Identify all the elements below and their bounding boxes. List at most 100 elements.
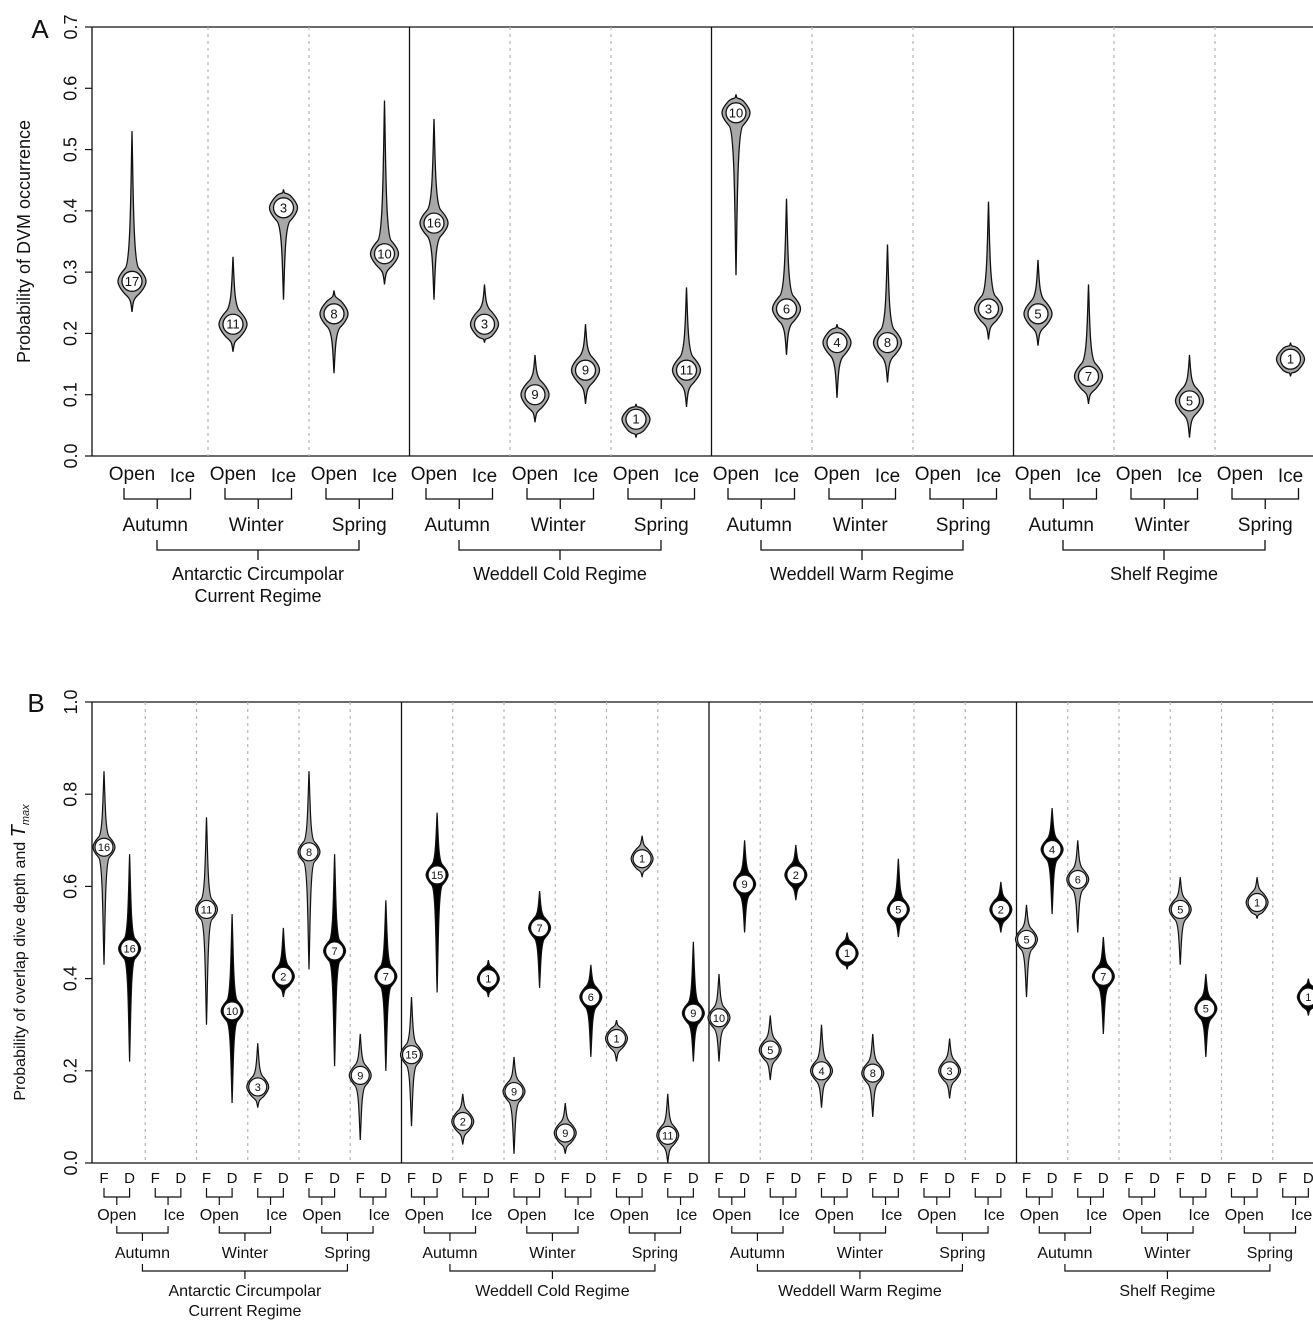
regime-label: Shelf Regime [1110, 564, 1218, 584]
sample-size-label: 3 [280, 200, 287, 215]
subgroup-bracket [154, 1188, 182, 1205]
y-tick-label: 0.8 [61, 782, 81, 807]
subgroup-bracket [205, 1188, 233, 1205]
median-marker [529, 918, 550, 938]
median-marker [977, 298, 1000, 320]
sample-size-label: 10 [713, 1013, 725, 1025]
violin [1040, 807, 1064, 915]
subgroup-label-d: D [1149, 1170, 1160, 1187]
subgroup-label-f: F [1124, 1170, 1133, 1187]
habitat-label-open: Open [507, 1207, 546, 1224]
sample-size-label: 10 [729, 105, 743, 120]
sample-size-label: 5 [1186, 393, 1193, 408]
sample-size-label: 3 [985, 301, 992, 316]
median-marker [1196, 998, 1216, 1019]
season-bracket [156, 540, 360, 560]
median-marker [1178, 390, 1201, 412]
median-marker [524, 384, 546, 406]
season-label: Spring [632, 1245, 678, 1262]
subgroup-bracket [1282, 1188, 1309, 1205]
median-marker [427, 865, 447, 885]
subgroup-label-d: D [1200, 1170, 1211, 1187]
habitat-label-open: Open [610, 1207, 649, 1224]
habitat-label-ice: Ice [472, 466, 497, 487]
sample-size-label: 5 [1177, 904, 1183, 916]
median-marker [323, 303, 345, 325]
subgroup-bracket [974, 1188, 1002, 1205]
habitat-label-ice: Ice [1188, 1207, 1209, 1224]
median-marker [625, 408, 647, 430]
subgroup-label-f: F [304, 1170, 313, 1187]
sample-size-label: 5 [1023, 934, 1029, 946]
habitat-label-open: Open [712, 1207, 751, 1224]
violin [319, 290, 349, 374]
subgroup-label-f: F [1227, 1170, 1236, 1187]
habitat-bracket [828, 488, 897, 509]
median-marker [473, 313, 496, 335]
y-tick-label: 0.6 [61, 874, 81, 899]
sample-size-label: 4 [833, 335, 840, 350]
habitat-bracket [627, 488, 696, 509]
y-tick-label: 0.0 [61, 1150, 81, 1175]
sample-size-label: 5 [1203, 1004, 1209, 1016]
y-tick-label: 1.0 [61, 689, 81, 714]
habitat-label-open: Open [411, 464, 457, 485]
subgroup-label-f: F [1278, 1170, 1287, 1187]
sample-size-label: 6 [1075, 874, 1081, 886]
subgroup-label-d: D [637, 1170, 648, 1187]
violin [502, 1056, 526, 1154]
subgroup-label-d: D [1303, 1170, 1313, 1187]
habitat-label-open: Open [1020, 1207, 1059, 1224]
habitat-label-open: Open [917, 1207, 956, 1224]
habitat-label-open: Open [1122, 1207, 1161, 1224]
subgroup-label-f: F [714, 1170, 723, 1187]
habitat-label-ice: Ice [573, 466, 598, 487]
regime-label: Weddell Warm Regime [778, 1283, 942, 1300]
habitat-label-open: Open [210, 464, 256, 485]
sample-size-label: 9 [511, 1087, 517, 1099]
median-marker [725, 102, 747, 124]
sample-size-label: 2 [280, 971, 286, 983]
habitat-bracket [325, 488, 394, 509]
habitat-label-ice: Ice [1076, 466, 1101, 487]
season-bracket [141, 1264, 349, 1279]
violin [297, 771, 321, 970]
sample-size-label: 8 [884, 335, 891, 350]
season-label: Autumn [1037, 1245, 1092, 1262]
median-marker [401, 1045, 422, 1065]
y-tick-label: 0.1 [61, 382, 81, 407]
sample-size-label: 5 [895, 904, 901, 916]
median-marker [683, 1003, 703, 1023]
season-label: Autumn [422, 1245, 477, 1262]
habitat-label-open: Open [512, 464, 558, 485]
median-marker [423, 212, 445, 234]
median-marker [94, 837, 114, 857]
violin [527, 890, 552, 988]
sample-size-label: 16 [123, 944, 135, 956]
subgroup-label-f: F [356, 1170, 365, 1187]
habitat-bracket [1038, 1226, 1092, 1241]
median-marker [991, 899, 1011, 920]
habitat-bracket [224, 488, 293, 509]
median-marker [1298, 987, 1313, 1007]
subgroup-bracket [667, 1188, 694, 1205]
median-marker [826, 331, 848, 354]
subgroup-label-f: F [458, 1170, 467, 1187]
sample-size-label: 5 [767, 1045, 773, 1057]
habitat-label-open: Open [1015, 464, 1061, 485]
habitat-label-ice: Ice [881, 1207, 902, 1224]
subgroup-label-f: F [868, 1170, 877, 1187]
violin [369, 100, 400, 285]
subgroup-label-d: D [688, 1170, 699, 1187]
median-marker [863, 1063, 883, 1083]
violin [721, 94, 751, 276]
subgroup-label-d: D [483, 1170, 494, 1187]
median-marker [299, 842, 319, 862]
subgroup-bracket [564, 1188, 592, 1205]
violin [771, 198, 802, 355]
violin [886, 858, 910, 938]
median-marker [120, 939, 140, 959]
sample-size-label: 9 [531, 387, 538, 402]
sample-size-label: 8 [330, 306, 337, 321]
habitat-label-open: Open [200, 1207, 239, 1224]
